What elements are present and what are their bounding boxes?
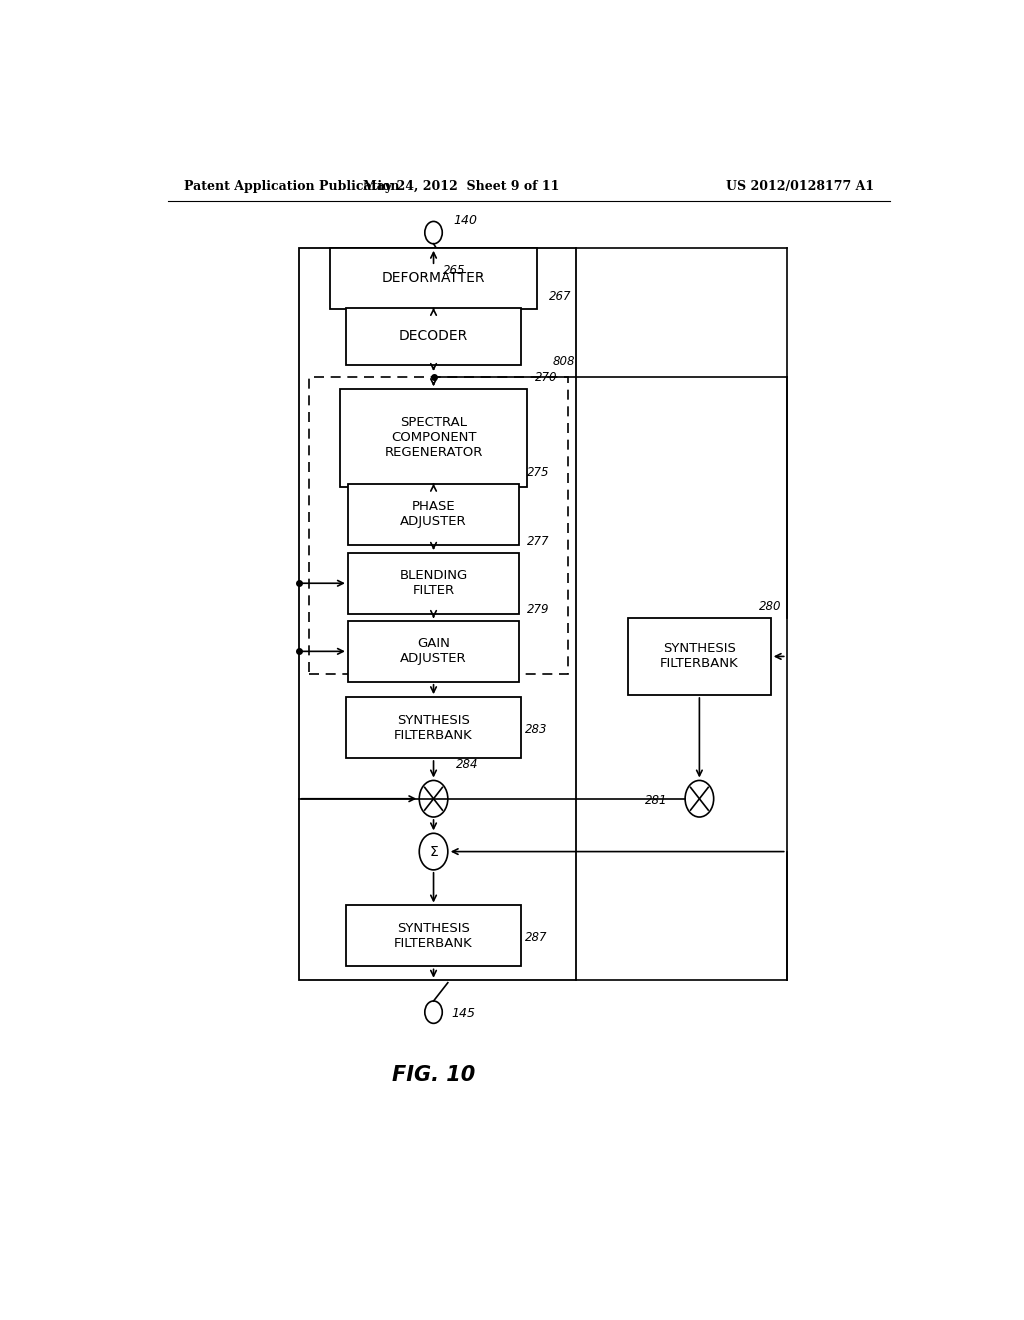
Text: 267: 267 (549, 289, 571, 302)
Bar (348, 620, 519, 682)
Text: SPECTRAL
COMPONENT
REGENERATOR: SPECTRAL COMPONENT REGENERATOR (384, 416, 482, 459)
Bar (346, 308, 521, 364)
Bar (346, 697, 521, 758)
Bar (348, 553, 519, 614)
Text: 284: 284 (456, 758, 478, 771)
Text: Σ: Σ (429, 845, 438, 858)
Text: FIG. 10: FIG. 10 (392, 1065, 475, 1085)
Text: DECODER: DECODER (399, 329, 468, 343)
Text: 280: 280 (759, 599, 781, 612)
Bar (346, 906, 521, 966)
Text: 275: 275 (527, 466, 550, 479)
Text: May 24, 2012  Sheet 9 of 11: May 24, 2012 Sheet 9 of 11 (364, 181, 559, 193)
Text: Patent Application Publication: Patent Application Publication (183, 181, 399, 193)
Text: 277: 277 (527, 535, 550, 548)
Text: SYNTHESIS
FILTERBANK: SYNTHESIS FILTERBANK (394, 714, 473, 742)
Bar (331, 248, 537, 309)
Bar (309, 378, 568, 673)
Text: 265: 265 (443, 264, 466, 277)
Text: 145: 145 (451, 1007, 475, 1020)
Bar (628, 618, 771, 696)
Bar (348, 483, 519, 545)
Text: 287: 287 (524, 931, 547, 944)
Text: DEFORMATTER: DEFORMATTER (382, 272, 485, 285)
Text: 808: 808 (553, 355, 575, 368)
Text: 279: 279 (527, 603, 550, 615)
Text: SYNTHESIS
FILTERBANK: SYNTHESIS FILTERBANK (660, 643, 738, 671)
Text: BLENDING
FILTER: BLENDING FILTER (399, 569, 468, 597)
Text: 283: 283 (524, 722, 547, 735)
Text: 270: 270 (536, 371, 558, 384)
Text: 281: 281 (645, 793, 668, 807)
Bar (299, 248, 577, 979)
Text: PHASE
ADJUSTER: PHASE ADJUSTER (400, 500, 467, 528)
Text: GAIN
ADJUSTER: GAIN ADJUSTER (400, 638, 467, 665)
Text: SYNTHESIS
FILTERBANK: SYNTHESIS FILTERBANK (394, 921, 473, 950)
Bar (340, 389, 527, 487)
Text: 140: 140 (454, 214, 477, 227)
Text: US 2012/0128177 A1: US 2012/0128177 A1 (726, 181, 873, 193)
